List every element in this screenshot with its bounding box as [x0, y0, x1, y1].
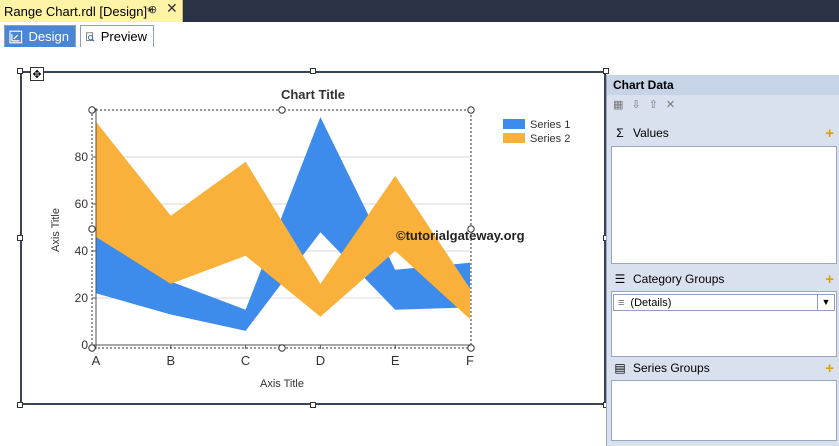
- properties-icon[interactable]: ▦: [613, 97, 624, 111]
- resize-handle[interactable]: [17, 402, 23, 408]
- sigma-icon: Σ: [616, 126, 624, 140]
- tab-design-label: Design: [28, 29, 69, 44]
- resize-handle[interactable]: [17, 68, 23, 74]
- details-group-icon: ≡: [618, 296, 625, 309]
- category-groups-label: Category Groups: [633, 272, 725, 286]
- move-up-icon[interactable]: ⇧: [648, 97, 658, 111]
- category-groups-header: ☰ Category Groups +: [607, 269, 839, 289]
- close-icon[interactable]: ✕: [166, 1, 178, 17]
- delete-icon[interactable]: ✕: [665, 97, 676, 111]
- document-tab-title: Range Chart.rdl [Design]*: [4, 3, 153, 19]
- design-icon: [9, 30, 23, 43]
- resize-handle[interactable]: [17, 235, 23, 241]
- series-groups-header: ▤ Series Groups +: [607, 358, 839, 378]
- chart-data-panel-title: Chart Data: [607, 75, 839, 95]
- pin-icon[interactable]: ⊕: [148, 3, 158, 16]
- add-value-icon[interactable]: +: [825, 125, 834, 142]
- resize-handle[interactable]: [310, 68, 316, 74]
- add-series-group-icon[interactable]: +: [825, 360, 834, 377]
- details-group-label: (Details): [630, 296, 672, 309]
- move-handle-icon[interactable]: ✥: [30, 67, 44, 81]
- series-groups-icon: ▤: [614, 361, 626, 375]
- resize-handle[interactable]: [310, 402, 316, 408]
- view-tab-bar: Design Preview: [0, 22, 839, 49]
- details-group-dropdown[interactable]: ≡ (Details) ▼: [613, 294, 835, 311]
- add-category-group-icon[interactable]: +: [825, 271, 834, 288]
- resize-handle[interactable]: [603, 68, 609, 74]
- tab-preview[interactable]: Preview: [80, 25, 154, 47]
- document-tab[interactable]: Range Chart.rdl [Design]* ⊕ ✕: [0, 0, 183, 22]
- chevron-down-icon[interactable]: ▼: [817, 295, 834, 310]
- chart-report-item[interactable]: [20, 71, 606, 405]
- tab-preview-label: Preview: [100, 29, 147, 44]
- values-drop-zone[interactable]: [611, 146, 837, 264]
- chart-data-panel: Chart Data ▦ ⇩ ⇧ ✕ Σ Values + ☰ Category…: [606, 75, 839, 446]
- category-groups-icon: ☰: [614, 272, 626, 286]
- values-section-header: Σ Values +: [607, 123, 839, 143]
- series-groups-label: Series Groups: [633, 361, 710, 375]
- tab-design[interactable]: Design: [4, 25, 76, 47]
- series-groups-drop-zone[interactable]: [611, 380, 837, 441]
- chart-data-toolbar: ▦ ⇩ ⇧ ✕: [607, 95, 839, 113]
- move-down-icon[interactable]: ⇩: [631, 97, 641, 111]
- values-label: Values: [633, 126, 669, 140]
- preview-icon: [86, 31, 95, 42]
- document-tab-bar: Range Chart.rdl [Design]* ⊕ ✕: [0, 0, 839, 22]
